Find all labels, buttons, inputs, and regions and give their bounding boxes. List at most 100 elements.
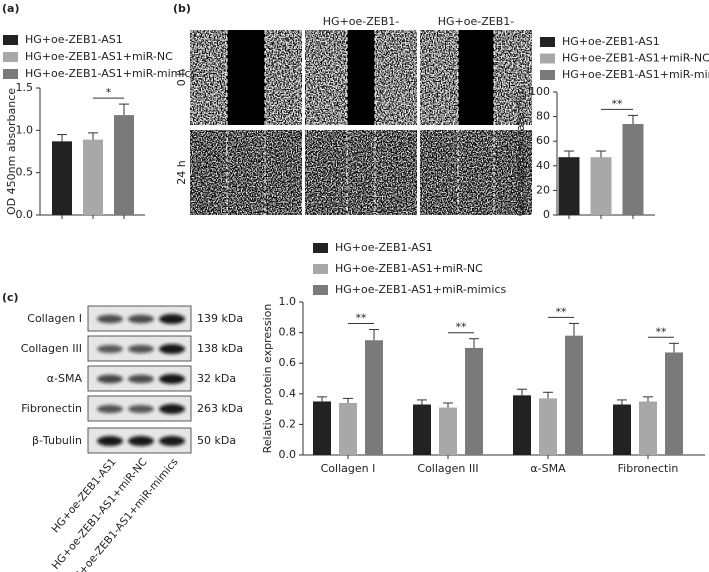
wound-gap [458, 30, 494, 125]
legend-label: HG+oe-ZEB1-AS1+miR-mimics [335, 283, 506, 296]
bar [539, 398, 557, 455]
error-bar [317, 396, 327, 402]
x-tick-label: Collagen III [417, 462, 478, 475]
y-tick-label: 1.5 [16, 81, 34, 94]
legend-label: HG+oe-ZEB1-AS1+miR-NC [25, 50, 173, 63]
legend-label: HG+oe-ZEB1-AS1 [335, 241, 433, 254]
legend-swatch [313, 264, 328, 274]
bar [590, 157, 612, 215]
panel-label: (b) [173, 2, 191, 15]
x-tick-label: α-SMA [530, 462, 566, 475]
error-bar [119, 103, 129, 116]
significance-label: * [106, 86, 112, 99]
protein-size: 138 kDa [197, 342, 243, 355]
wound-gap [227, 30, 265, 125]
micrograph [305, 130, 417, 215]
image-row-label: 0 h [175, 69, 188, 86]
protein-name: α-SMA [47, 372, 83, 385]
bar [439, 407, 457, 455]
bar [465, 347, 483, 455]
y-tick-label: 1.0 [16, 123, 34, 136]
blot-band [97, 314, 123, 324]
blot-band [128, 374, 154, 384]
error-bar [617, 399, 627, 405]
y-tick-label: 0.2 [279, 417, 297, 430]
legend-swatch [540, 37, 555, 47]
micrograph [190, 130, 302, 215]
blot-band [97, 404, 123, 414]
y-tick-label: 0.6 [279, 356, 297, 369]
y-tick-label: 0 [543, 208, 550, 221]
y-tick-label: 0.0 [279, 448, 297, 461]
bar [639, 401, 657, 455]
legend-swatch [313, 285, 328, 295]
bar [613, 404, 631, 455]
bar [114, 115, 134, 215]
bar [665, 352, 683, 455]
bar [513, 395, 531, 455]
blot-band [128, 405, 154, 413]
significance-label: ** [356, 312, 368, 325]
legend-label: HG+oe-ZEB1-AS1+miR-mimics [25, 67, 196, 80]
bar [622, 123, 644, 215]
x-tick-label: Collagen I [321, 462, 376, 475]
error-bar [88, 132, 98, 140]
protein-size: 139 kDa [197, 312, 243, 325]
error-bar [628, 114, 638, 124]
blot-band [97, 436, 123, 446]
bar [565, 335, 583, 455]
protein-name: Collagen III [21, 342, 82, 355]
significance-label: ** [456, 321, 468, 334]
y-tick-label: 0.8 [279, 326, 297, 339]
legend-swatch [540, 53, 555, 64]
error-bar [543, 391, 553, 399]
legend-swatch [3, 69, 18, 79]
y-axis-label: Relative protein expression [261, 304, 274, 454]
wound-gap [347, 30, 375, 125]
blot-band [159, 436, 185, 446]
protein-name: Fibronectin [21, 402, 82, 415]
protein-size: 50 kDa [197, 434, 236, 447]
error-bar [517, 388, 527, 396]
bar [83, 139, 103, 215]
blot-band [159, 344, 185, 354]
significance-label: ** [556, 305, 568, 318]
error-bar [343, 397, 353, 403]
legend-swatch [3, 35, 18, 45]
error-bar [669, 342, 679, 353]
legend-swatch [540, 70, 555, 80]
error-bar [564, 150, 574, 158]
protein-size: 263 kDa [197, 402, 243, 415]
migration-images: HG+oe-ZEB1-AS1HG+oe-ZEB1-AS1+miR-NCHG+oe… [175, 15, 532, 215]
error-bar [443, 402, 453, 408]
legend-swatch [3, 52, 18, 62]
error-bar [369, 329, 379, 341]
legend-label: HG+oe-ZEB1-AS1+miR-NC [562, 52, 709, 65]
bar [365, 340, 383, 455]
bar [339, 402, 357, 455]
y-tick-label: 20 [536, 183, 550, 196]
x-tick-label: Fibronectin [618, 462, 679, 475]
protein-name: β-Tubulin [32, 434, 82, 447]
error-bar [569, 322, 579, 336]
blot-band [97, 374, 123, 384]
y-axis-label: OD 450nm absorbance [5, 88, 18, 215]
legend-label: HG+oe-ZEB1-AS1+miR-NC [335, 262, 483, 275]
legend-label: HG+oe-ZEB1-AS1 [25, 33, 123, 46]
lane-label: HG+oe-ZEB1-AS1+miR-mimics [66, 456, 180, 572]
error-bar [596, 150, 606, 158]
bar [413, 404, 431, 455]
bar [558, 157, 580, 215]
blot-band [159, 374, 185, 384]
legend-label: HG+oe-ZEB1-AS1 [562, 35, 660, 48]
significance-label: ** [612, 97, 624, 110]
error-bar [57, 134, 67, 142]
y-tick-label: 40 [536, 159, 550, 172]
error-bar [417, 399, 427, 405]
legend-label: HG+oe-ZEB1-AS1+miR-mimics [562, 68, 709, 81]
panel-label: (c) [2, 291, 19, 304]
image-row-label: 24 h [175, 160, 188, 184]
blot-band [128, 344, 154, 354]
y-axis-label: Cell migration rate (%) [514, 91, 527, 217]
